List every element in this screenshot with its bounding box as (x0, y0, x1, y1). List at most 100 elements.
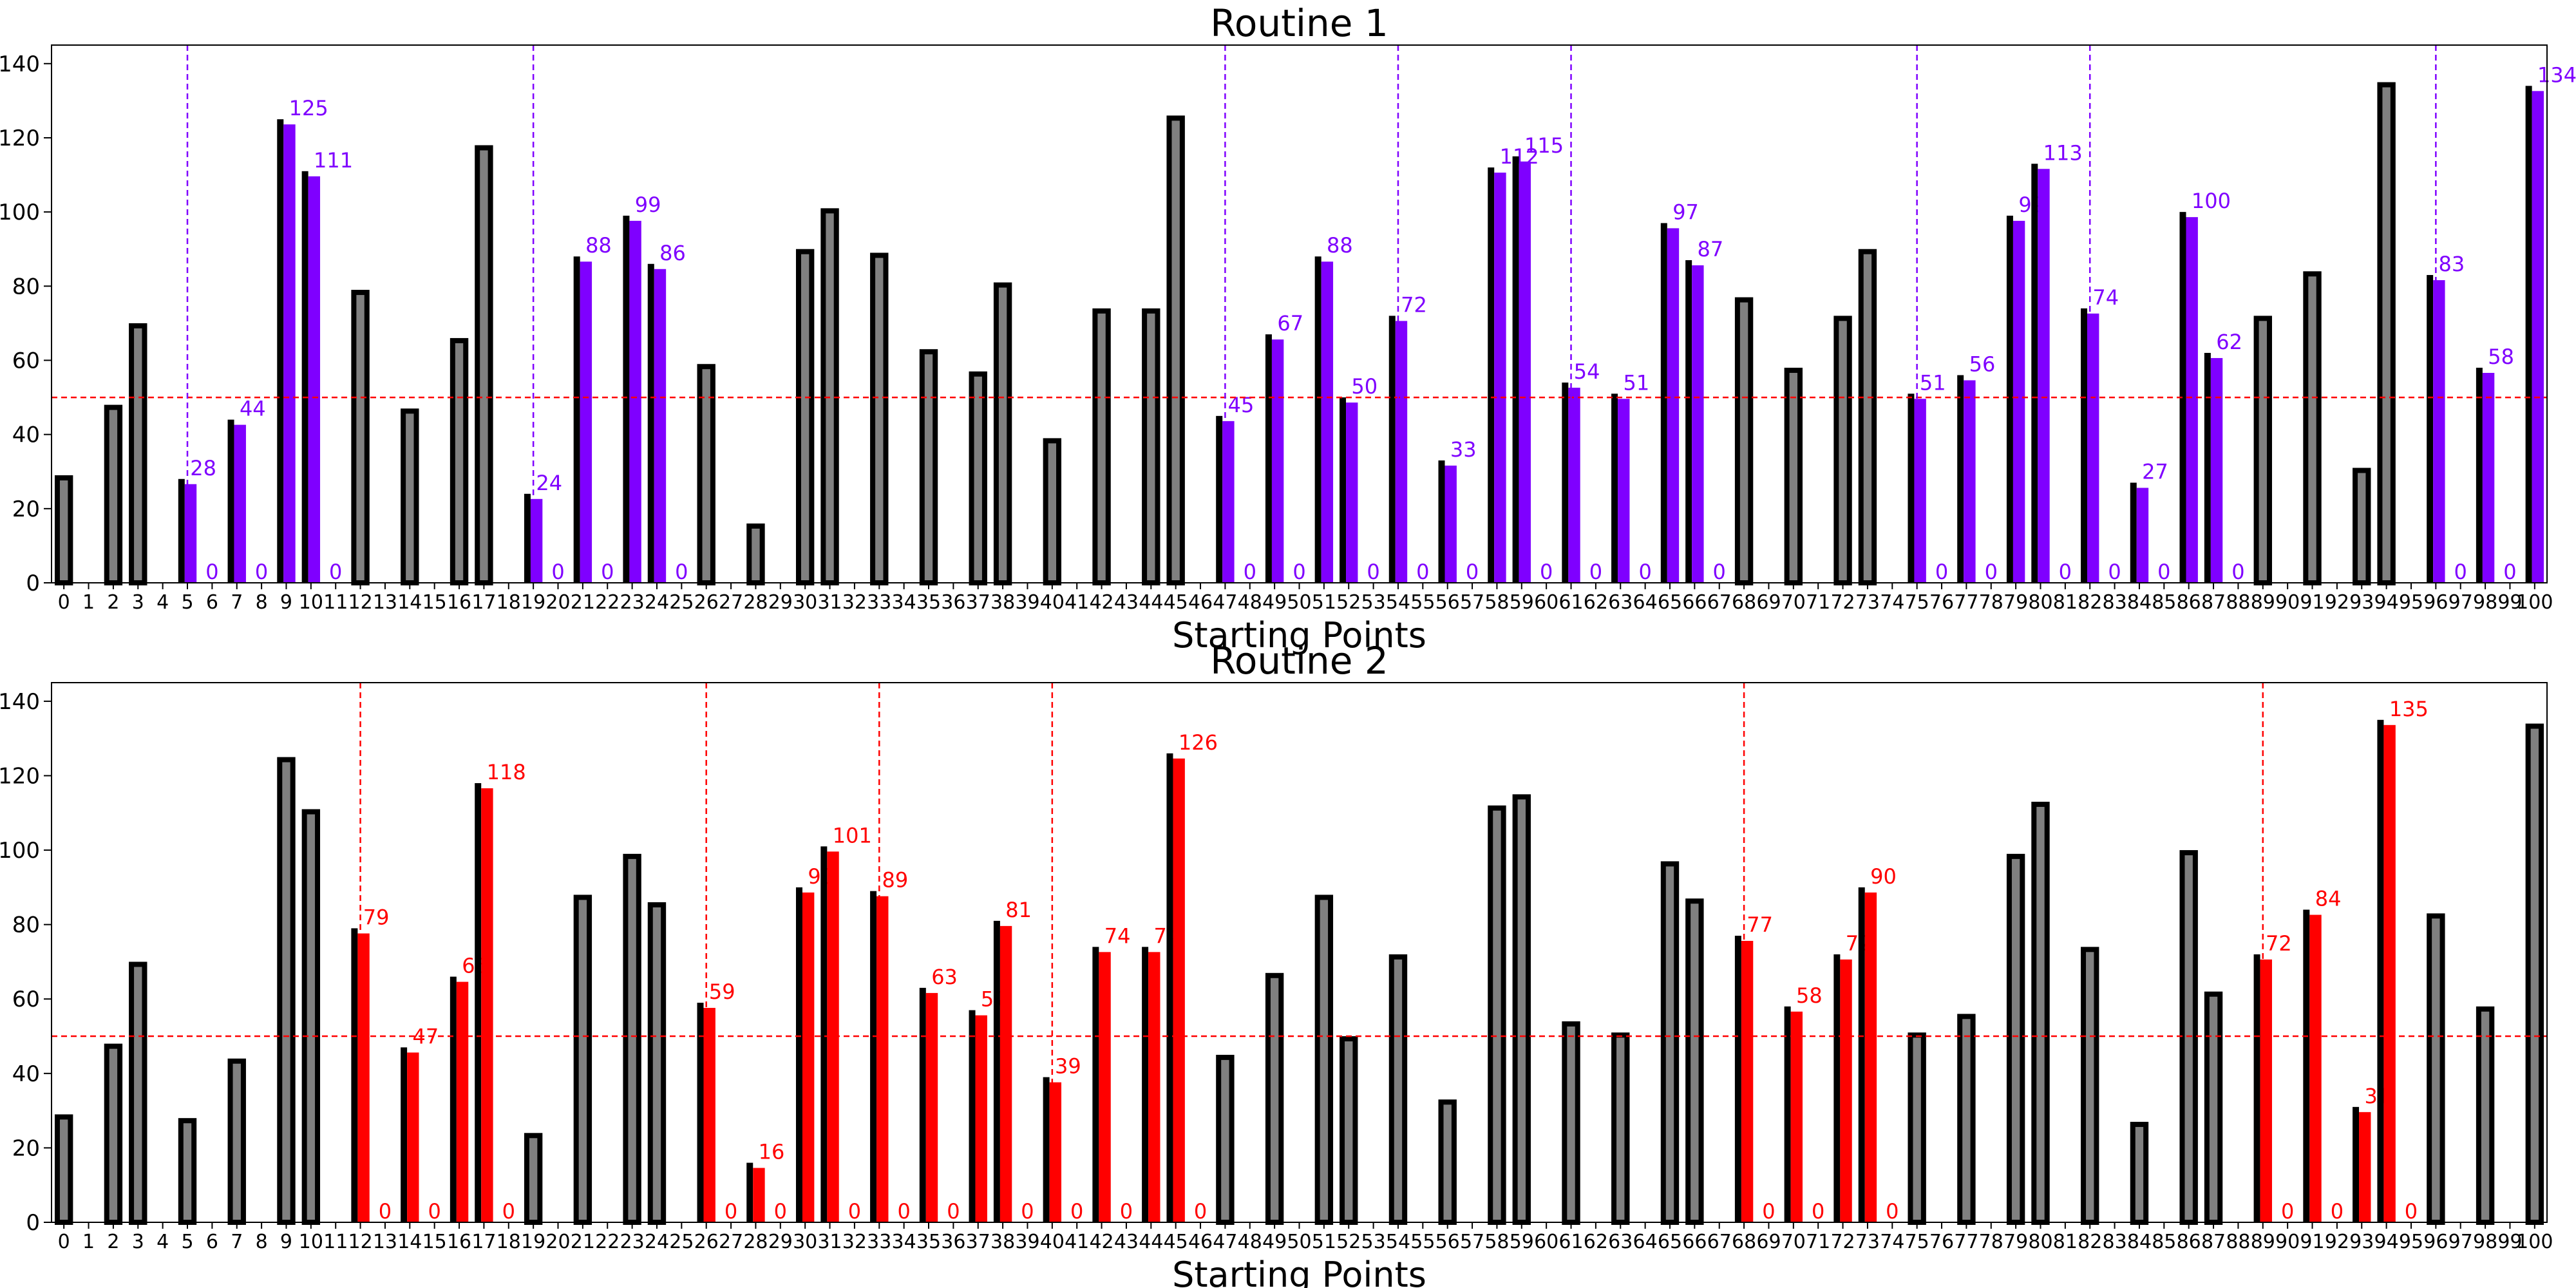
bar-value-label: 39 (1055, 1054, 1081, 1079)
bar (1964, 380, 1976, 583)
x-tick-label: 55 (1410, 591, 1435, 614)
bar-shadow (524, 493, 531, 583)
bar-shadow (2525, 86, 2532, 583)
bar (1222, 421, 1235, 583)
y-tick-label: 0 (26, 1210, 40, 1236)
bar-shadow (1166, 753, 1173, 1222)
x-tick-label: 10 (299, 591, 323, 614)
y-tick-label: 40 (12, 1061, 40, 1087)
bar-shadow (746, 1162, 753, 1222)
plot-frame (51, 682, 2548, 1223)
bar (129, 961, 147, 1225)
bar-value-label: 0 (724, 1199, 737, 1224)
x-tick-label: 54 (1386, 591, 1410, 614)
bar-value-label: 27 (2142, 460, 2168, 484)
x-tick-label: 75 (1905, 1231, 1929, 1253)
x-tick-label: 19 (521, 1231, 545, 1253)
x-tick-label: 67 (1707, 1231, 1732, 1253)
x-tick-label: 78 (1979, 591, 2003, 614)
x-tick-label: 90 (2275, 591, 2300, 614)
bar-value-label: 0 (2454, 560, 2467, 584)
x-tick-label: 70 (1781, 591, 1806, 614)
bar (1271, 339, 1284, 583)
bar (2383, 724, 2396, 1222)
bar-shadow (1685, 260, 1692, 583)
x-tick-label: 73 (1855, 591, 1880, 614)
chart-panel-1: Routine 10204060801001201402804401251110… (0, 1, 2576, 656)
x-tick-label: 58 (1484, 1231, 1509, 1253)
bar-value-label: 0 (2157, 560, 2170, 584)
x-tick-label: 66 (1682, 1231, 1707, 1253)
x-tick-label: 14 (397, 591, 422, 614)
bar (283, 124, 296, 583)
bar-shadow (1142, 947, 1149, 1222)
bar (1618, 399, 1630, 583)
x-tick-label: 17 (471, 591, 496, 614)
bar (2260, 959, 2272, 1222)
x-tick-label: 39 (1015, 1231, 1039, 1253)
x-tick-label: 52 (1336, 591, 1361, 614)
x-tick-label: 52 (1336, 1231, 1361, 1253)
bar (1395, 321, 1408, 583)
bar-shadow (1488, 167, 1495, 583)
x-tick-label: 44 (1139, 591, 1163, 614)
x-tick-label: 43 (1114, 1231, 1139, 1253)
bar (802, 892, 815, 1222)
x-tick-label: 69 (1756, 1231, 1781, 1253)
bar (919, 349, 938, 585)
bar-value-label: 0 (1466, 560, 1479, 584)
bar-shadow (2006, 215, 2013, 583)
x-tick-label: 93 (2349, 1231, 2374, 1253)
x-tick-label: 83 (2102, 1231, 2126, 1253)
x-axis-label: Starting Points (1172, 615, 1426, 656)
bar (870, 252, 889, 585)
bar-shadow (227, 419, 234, 583)
x-tick-label: 11 (323, 591, 348, 614)
x-tick-label: 88 (2226, 591, 2250, 614)
bar (876, 896, 889, 1222)
x-tick-label: 82 (2078, 1231, 2102, 1253)
x-tick-label: 8 (256, 1231, 268, 1253)
bar (2179, 850, 2198, 1225)
x-tick-label: 76 (1929, 591, 1954, 614)
x-tick-label: 29 (768, 1231, 793, 1253)
x-tick-label: 33 (867, 1231, 891, 1253)
x-tick-label: 74 (1880, 591, 1904, 614)
bar-shadow (401, 1047, 408, 1222)
x-tick-label: 33 (867, 591, 891, 614)
bar (357, 933, 370, 1222)
bar-value-label: 0 (2503, 560, 2516, 584)
x-tick-label: 14 (397, 1231, 422, 1253)
x-tick-label: 49 (1262, 1231, 1287, 1253)
bar-shadow (2179, 212, 2186, 583)
y-tick-label: 100 (0, 838, 40, 864)
x-tick-label: 99 (2497, 591, 2522, 614)
bar-value-label: 0 (1985, 560, 1998, 584)
bar-value-label: 54 (1574, 359, 1600, 384)
bar (1142, 308, 1160, 585)
x-tick-label: 13 (373, 1231, 397, 1253)
bar-value-label: 0 (255, 560, 268, 584)
bar (407, 1052, 419, 1222)
bar (2031, 801, 2050, 1226)
bar (1840, 959, 1852, 1222)
bar (993, 282, 1012, 585)
x-tick-label: 63 (1608, 1231, 1633, 1253)
bar (2303, 271, 2322, 585)
bar (2377, 82, 2396, 586)
bar (1833, 316, 1852, 585)
bar-shadow (1388, 316, 1396, 583)
x-tick-label: 57 (1460, 1231, 1484, 1253)
x-tick-label: 1 (82, 591, 95, 614)
x-tick-label: 6 (206, 591, 218, 614)
bar-shadow (820, 846, 828, 1222)
bar-value-label: 0 (551, 560, 564, 584)
x-tick-label: 2 (107, 1231, 119, 1253)
x-tick-label: 91 (2300, 1231, 2324, 1253)
bar (1864, 892, 1877, 1222)
bar-shadow (1957, 375, 1964, 583)
bar (1611, 1032, 1630, 1225)
bar (2359, 1112, 2371, 1222)
x-tick-label: 78 (1979, 1231, 2003, 1253)
